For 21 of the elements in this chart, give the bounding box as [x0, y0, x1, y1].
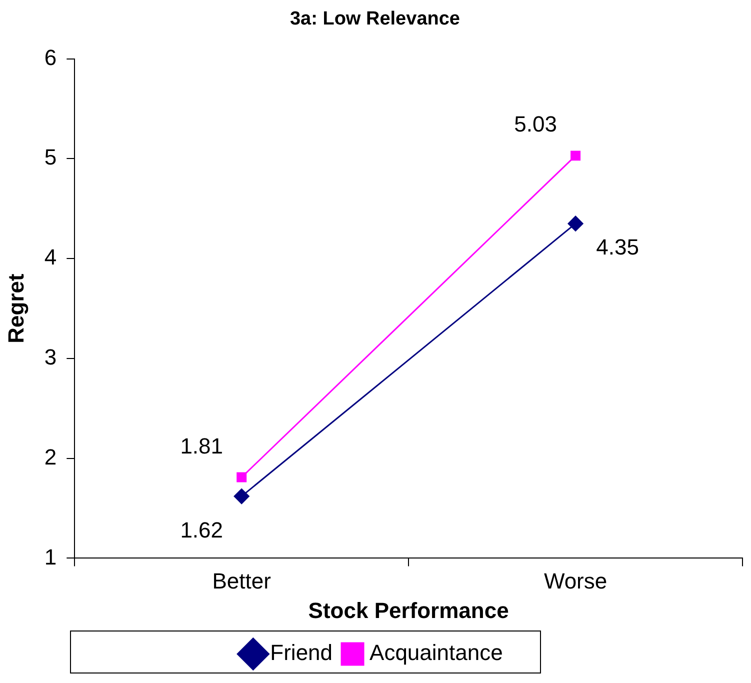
chart-title: 3a: Low Relevance: [290, 8, 460, 30]
data-label: 4.35: [596, 234, 639, 260]
point: [236, 472, 247, 482]
y-axis-title: Regret: [3, 272, 28, 344]
x-tick-label: Worse: [544, 568, 608, 594]
point: [568, 216, 584, 232]
point: [234, 488, 250, 504]
x-tick-label: Better: [212, 568, 271, 594]
point: [570, 150, 581, 161]
data-label: 1.81: [180, 433, 224, 458]
data-label: 1.62: [180, 517, 224, 542]
y-tick-label: 1: [44, 544, 57, 570]
y-tick-label: 6: [44, 44, 57, 70]
y-tick-label: 5: [44, 144, 57, 170]
legend-label: Friend: [270, 640, 333, 666]
x-axis-title: Stock Performance: [308, 598, 509, 623]
legend-label: Acquaintance: [370, 640, 503, 666]
y-tick-label: 3: [44, 344, 57, 370]
data-label: 5.03: [514, 112, 557, 137]
y-tick-label: 4: [44, 244, 57, 270]
y-tick-label: 2: [44, 444, 57, 470]
